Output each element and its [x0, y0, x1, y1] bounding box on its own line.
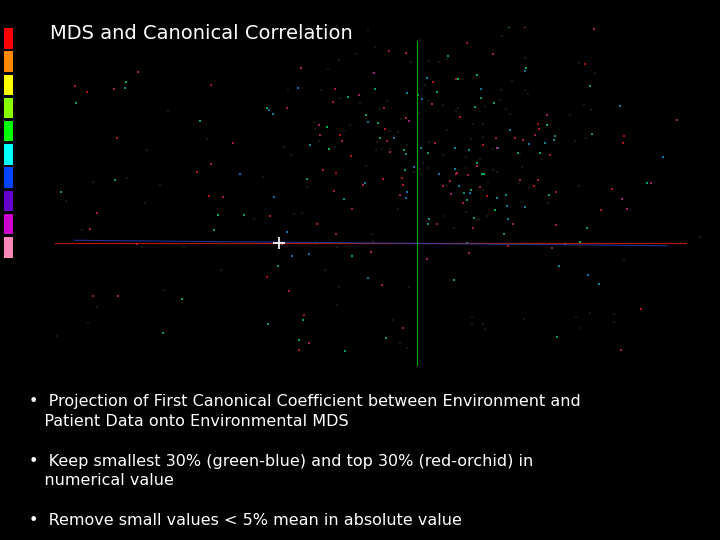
Text: •  Remove small values < 5% mean in absolute value: • Remove small values < 5% mean in absol… — [29, 513, 462, 528]
Text: MDS and Canonical Correlation: MDS and Canonical Correlation — [50, 24, 353, 43]
Text: •  Projection of First Canonical Coefficient between Environment and
   Patient : • Projection of First Canonical Coeffici… — [29, 394, 580, 429]
Text: •  Keep smallest 30% (green-blue) and top 30% (red-orchid) in
   numerical value: • Keep smallest 30% (green-blue) and top… — [29, 454, 533, 488]
